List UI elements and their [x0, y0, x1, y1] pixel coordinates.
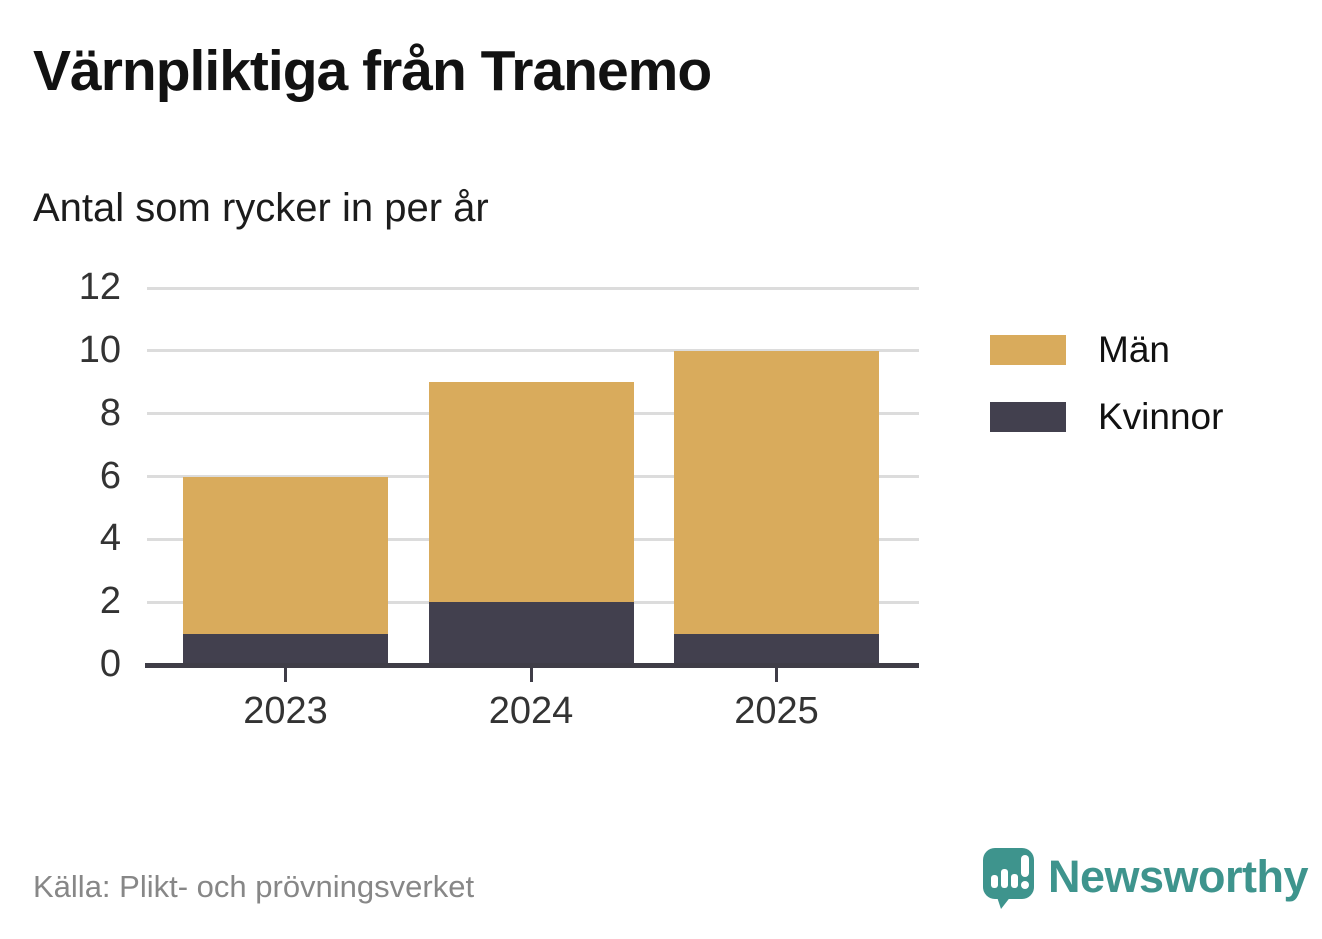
bar-2024-män	[428, 382, 634, 603]
x-axis-tick	[529, 667, 533, 682]
y-axis-tick-label: 2	[99, 580, 121, 623]
bar-2023-kvinnor	[183, 633, 388, 665]
x-axis-label-2025: 2025	[734, 690, 819, 732]
gridline-y-12	[147, 286, 919, 290]
chart-legend: Män Kvinnor	[990, 329, 1223, 463]
x-axis-label-2023: 2023	[243, 690, 328, 732]
legend-item-män: Män	[990, 329, 1223, 371]
x-axis-tick	[284, 667, 287, 682]
chart-subtitle: Antal som rycker in per år	[33, 186, 489, 230]
brand-logo: Newsworthy	[982, 847, 1309, 911]
x-axis-tick	[775, 667, 778, 682]
legend-label: Män	[1098, 329, 1170, 370]
y-axis-tick-label: 8	[99, 391, 121, 434]
page-title: Värnpliktiga från Tranemo	[33, 39, 712, 103]
brand-wordmark: Newsworthy	[1048, 851, 1309, 902]
x-axis-label-2024: 2024	[488, 690, 574, 732]
y-axis-tick-label: 6	[99, 454, 121, 497]
x-axis-line	[145, 662, 919, 668]
legend-swatch	[990, 402, 1066, 432]
legend-label: Kvinnor	[1098, 396, 1224, 437]
newsworthy-bubble-icon	[983, 848, 1034, 909]
legend-item-kvinnor: Kvinnor	[990, 396, 1223, 438]
y-axis-tick-label: 10	[78, 328, 121, 371]
bar-2024-kvinnor	[428, 602, 634, 665]
y-axis-tick-label: 0	[99, 643, 121, 685]
bar-2023-män	[183, 476, 388, 634]
y-axis-tick-label: 12	[78, 266, 121, 308]
y-axis-tick-label: 4	[99, 517, 121, 560]
bar-2025-kvinnor	[674, 633, 879, 665]
legend-swatch	[990, 335, 1066, 365]
bar-2025-män	[674, 350, 879, 634]
gridline-y-10	[147, 349, 919, 353]
source-note: Källa: Plikt- och prövningsverket	[33, 869, 475, 904]
